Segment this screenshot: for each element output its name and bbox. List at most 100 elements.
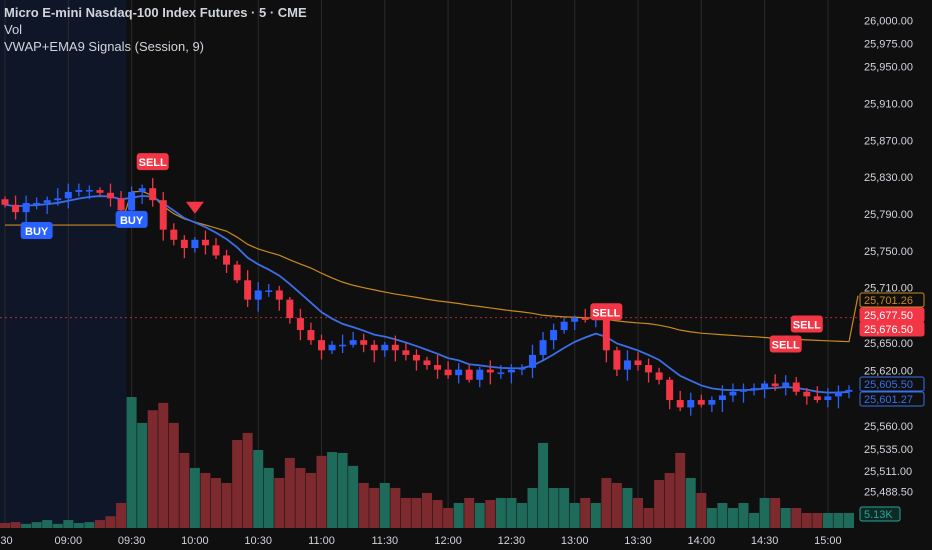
candle bbox=[813, 386, 821, 403]
candle-body bbox=[85, 190, 93, 192]
buy-signal-label: BUY bbox=[20, 221, 53, 239]
volume-bar bbox=[749, 512, 760, 528]
volume-bar bbox=[348, 465, 359, 528]
candle bbox=[1, 196, 9, 208]
candle bbox=[560, 317, 568, 334]
candle bbox=[43, 196, 51, 214]
signal-badge bbox=[769, 335, 802, 353]
candle-body bbox=[581, 318, 589, 320]
candle-body bbox=[666, 379, 674, 401]
candle bbox=[645, 358, 653, 383]
volume-bar bbox=[10, 522, 21, 528]
sell-arrow-icon bbox=[185, 201, 204, 214]
volume-bar bbox=[253, 449, 264, 528]
candle-body bbox=[286, 299, 294, 319]
signal-badge bbox=[20, 221, 53, 239]
time-tick-label: 09:30 bbox=[118, 535, 146, 547]
candle bbox=[412, 349, 420, 371]
candle bbox=[286, 296, 294, 324]
volume-bar bbox=[400, 497, 411, 528]
candle-body bbox=[518, 367, 526, 370]
time-tick-label: :30 bbox=[0, 535, 13, 547]
price-tick-label: 25,511.00 bbox=[864, 466, 912, 478]
candle bbox=[676, 390, 684, 412]
candle-body bbox=[12, 204, 20, 213]
volume-bar bbox=[390, 487, 401, 528]
candle bbox=[529, 344, 536, 378]
candle-body bbox=[64, 191, 72, 199]
vwap-price-label-box bbox=[859, 292, 925, 308]
candle-body bbox=[201, 239, 209, 246]
candle-body bbox=[43, 200, 51, 203]
candle-body bbox=[107, 192, 114, 199]
candle bbox=[391, 335, 399, 362]
candle bbox=[623, 350, 631, 381]
volume-bar bbox=[464, 497, 475, 528]
volume-bar bbox=[31, 522, 42, 528]
candle-body bbox=[718, 395, 726, 401]
volume-bar bbox=[770, 497, 781, 528]
volume-bar bbox=[664, 472, 675, 528]
candle-body bbox=[307, 330, 315, 341]
candle bbox=[212, 237, 220, 260]
candle-body bbox=[117, 198, 125, 211]
candle bbox=[803, 388, 811, 405]
candle-body bbox=[476, 369, 484, 380]
candle bbox=[149, 178, 157, 207]
volume-bar bbox=[685, 477, 696, 528]
volume-bar bbox=[601, 477, 612, 528]
candle bbox=[201, 230, 209, 255]
volume-bar bbox=[833, 512, 844, 528]
candle-body bbox=[191, 239, 199, 249]
volume-bar bbox=[137, 422, 148, 528]
ema-price-label-box bbox=[859, 376, 925, 392]
candle-body bbox=[507, 369, 515, 373]
time-tick-label: 13:00 bbox=[561, 535, 589, 547]
candle-body bbox=[761, 383, 769, 389]
candle bbox=[370, 340, 378, 363]
volume-legend[interactable]: Vol bbox=[4, 22, 23, 37]
candle bbox=[771, 374, 779, 391]
volume-bar bbox=[63, 520, 74, 528]
candle bbox=[107, 183, 114, 207]
signal-text: BUY bbox=[25, 226, 49, 238]
time-tick-label: 12:00 bbox=[434, 535, 462, 547]
candle-body bbox=[1, 199, 9, 205]
price-tick-label: 25,975.00 bbox=[864, 39, 913, 51]
volume-bar bbox=[822, 512, 833, 528]
candle-body bbox=[254, 290, 262, 300]
candle-body bbox=[465, 369, 473, 380]
volume-bar bbox=[295, 467, 306, 528]
signal-badge bbox=[790, 315, 823, 333]
volume-bar bbox=[316, 455, 327, 528]
candle-body bbox=[296, 318, 304, 331]
candle bbox=[360, 333, 368, 353]
signal-badge bbox=[590, 303, 623, 321]
candle bbox=[792, 377, 800, 396]
volume-bar bbox=[453, 502, 464, 528]
candle-body bbox=[634, 360, 642, 366]
volume-bar bbox=[411, 497, 422, 528]
price-tick-label: 25,560.00 bbox=[864, 421, 913, 433]
candle bbox=[381, 342, 389, 357]
candle bbox=[666, 377, 674, 410]
candle-body bbox=[539, 340, 547, 355]
candle bbox=[718, 385, 726, 413]
candle-body bbox=[75, 190, 83, 192]
candle-body bbox=[803, 391, 811, 397]
volume-bar bbox=[337, 452, 348, 528]
volume-bar bbox=[42, 520, 53, 528]
volume-bar bbox=[21, 523, 32, 528]
time-tick-label: 14:30 bbox=[751, 535, 779, 547]
candle-body bbox=[602, 318, 610, 351]
volume-bar bbox=[432, 500, 443, 528]
volume-bar bbox=[738, 502, 749, 528]
volume-bar bbox=[158, 402, 169, 528]
candle bbox=[223, 249, 231, 273]
volume-bar bbox=[538, 442, 549, 528]
candle-body bbox=[497, 372, 505, 374]
indicator-legend[interactable]: VWAP+EMA9 Signals (Session, 9) bbox=[4, 39, 205, 54]
candle-body bbox=[560, 321, 568, 331]
